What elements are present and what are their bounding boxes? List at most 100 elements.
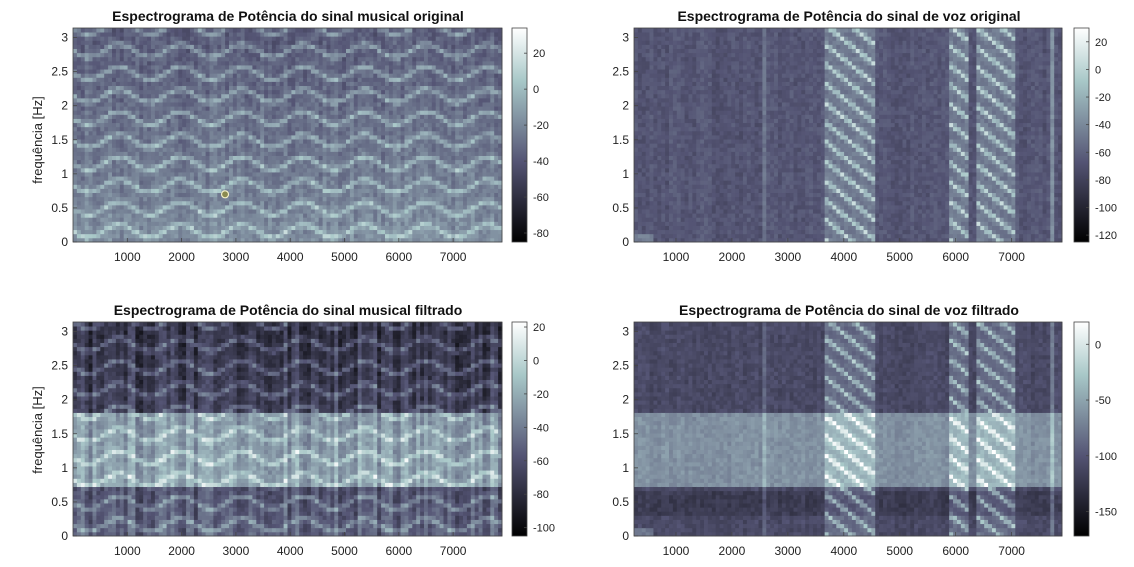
heatmap-cell	[104, 197, 108, 202]
heatmap-cell	[104, 127, 108, 132]
heatmap-cell	[128, 143, 132, 148]
heatmap-cell	[132, 49, 136, 54]
heatmap-cell	[190, 201, 194, 206]
heatmap-cell	[139, 230, 143, 235]
heatmap-cell	[116, 205, 120, 210]
heatmap-cell	[182, 180, 186, 185]
heatmap-cell	[93, 180, 97, 185]
heatmap-cell	[151, 172, 155, 177]
heatmap-cell	[112, 98, 116, 103]
heatmap-cell	[171, 189, 175, 194]
heatmap-cell	[194, 168, 198, 173]
heatmap-cell	[194, 44, 198, 49]
heatmap-cell	[104, 139, 108, 144]
heatmap-cell	[108, 139, 112, 144]
heatmap-cell	[77, 201, 81, 206]
heatmap-cell	[151, 32, 155, 37]
heatmap-cell	[186, 110, 190, 115]
heatmap-cell	[198, 127, 202, 132]
heatmap-cell	[143, 193, 147, 198]
heatmap-cell	[178, 127, 182, 132]
heatmap-cell	[116, 151, 120, 156]
heatmap-cell	[147, 193, 151, 198]
heatmap-cell	[93, 193, 97, 198]
heatmap-cell	[81, 213, 85, 218]
heatmap-cell	[174, 226, 178, 231]
heatmap-cell	[81, 176, 85, 181]
heatmap-cell	[108, 209, 112, 214]
heatmap-cell	[89, 213, 93, 218]
heatmap-cell	[159, 147, 163, 152]
heatmap-cell	[174, 193, 178, 198]
heatmap-cell	[182, 156, 186, 161]
heatmap-cell	[178, 36, 182, 41]
heatmap-cell	[100, 44, 104, 49]
heatmap-cell	[143, 32, 147, 37]
heatmap-cell	[159, 86, 163, 91]
heatmap-cell	[171, 69, 175, 74]
heatmap-cell	[112, 40, 116, 45]
heatmap-cell	[73, 226, 77, 231]
heatmap-cell	[139, 205, 143, 210]
heatmap-cell	[163, 82, 167, 87]
heatmap-cell	[167, 205, 171, 210]
heatmap-cell	[198, 221, 202, 226]
heatmap-cell	[163, 77, 167, 82]
heatmap-cell	[116, 234, 120, 239]
heatmap-cell	[194, 156, 198, 161]
heatmap-cell	[77, 193, 81, 198]
heatmap-cell	[163, 176, 167, 181]
heatmap-cell	[147, 65, 151, 70]
heatmap-cell	[135, 114, 139, 119]
heatmap-cell	[89, 230, 93, 235]
heatmap-cell	[85, 205, 89, 210]
heatmap-cell	[186, 69, 190, 74]
heatmap-cell	[167, 147, 171, 152]
heatmap-cell	[155, 44, 159, 49]
heatmap-cell	[89, 65, 93, 70]
heatmap-cell	[89, 36, 93, 41]
heatmap-cell	[155, 94, 159, 99]
heatmap-cell	[198, 147, 202, 152]
heatmap-cell	[198, 164, 202, 169]
heatmap-cell	[132, 61, 136, 66]
heatmap-cell	[194, 98, 198, 103]
heatmap-cell	[171, 49, 175, 54]
heatmap-cell	[135, 28, 139, 33]
heatmap-cell	[120, 102, 124, 107]
heatmap-cell	[186, 135, 190, 140]
heatmap-cell	[81, 193, 85, 198]
heatmap-cell	[93, 53, 97, 58]
heatmap-cell	[124, 201, 128, 206]
heatmap-cell	[135, 44, 139, 49]
heatmap-cell	[124, 197, 128, 202]
heatmap-cell	[190, 110, 194, 115]
heatmap-cell	[89, 172, 93, 177]
heatmap-cell	[77, 205, 81, 210]
heatmap-cell	[182, 90, 186, 95]
heatmap-cell	[104, 189, 108, 194]
heatmap-cell	[93, 110, 97, 115]
heatmap-cell	[147, 135, 151, 140]
heatmap-cell	[182, 44, 186, 49]
heatmap-cell	[116, 230, 120, 235]
heatmap-cell	[93, 143, 97, 148]
heatmap-cell	[100, 77, 104, 82]
heatmap-cell	[93, 184, 97, 189]
heatmap-cell	[178, 73, 182, 78]
heatmap-cell	[108, 226, 112, 231]
heatmap-cell	[85, 147, 89, 152]
heatmap-cell	[85, 217, 89, 222]
heatmap-cell	[116, 131, 120, 136]
heatmap-cell	[85, 184, 89, 189]
heatmap-cell	[120, 40, 124, 45]
heatmap-cell	[159, 139, 163, 144]
heatmap-cell	[112, 90, 116, 95]
heatmap-cell	[159, 189, 163, 194]
heatmap-cell	[159, 28, 163, 33]
heatmap-cell	[174, 49, 178, 54]
heatmap-cell	[178, 160, 182, 165]
heatmap-cell	[167, 65, 171, 70]
heatmap-cell	[163, 57, 167, 62]
